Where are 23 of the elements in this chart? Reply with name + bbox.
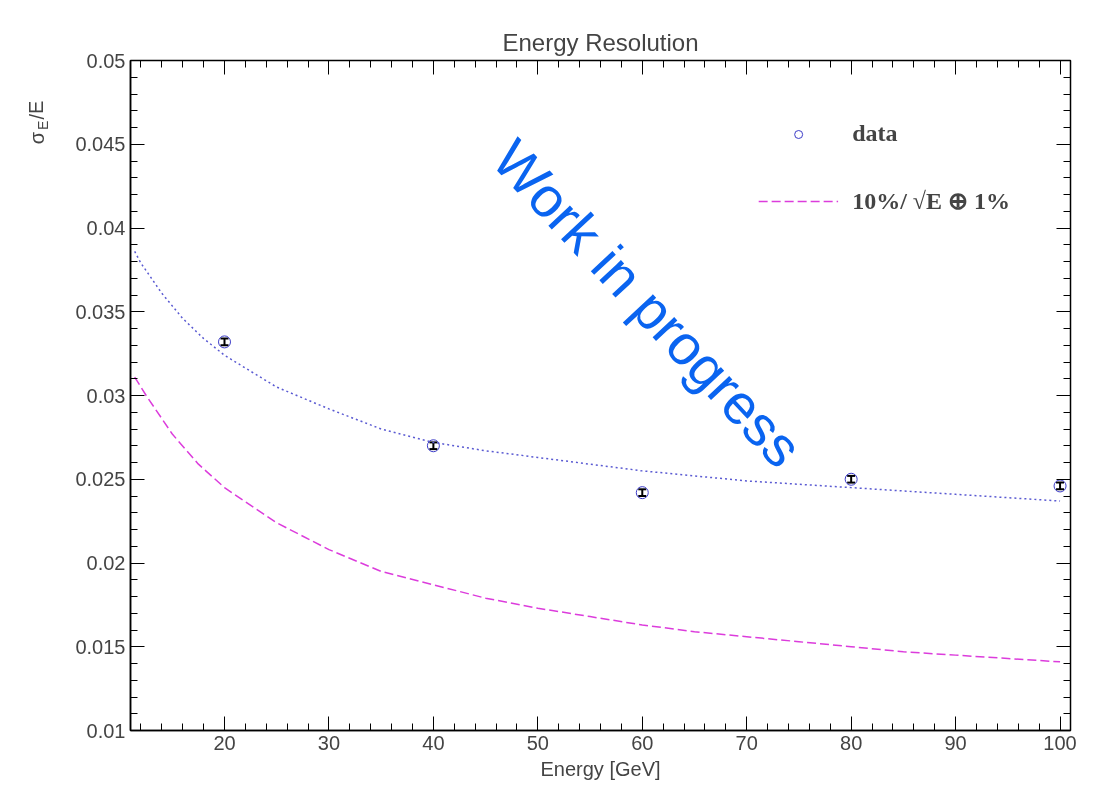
y-tick-label: 0.03: [86, 384, 126, 407]
chart-title: Energy Resolution: [502, 28, 699, 56]
y-tick-label: 0.04: [86, 217, 126, 239]
x-tick-label: 30: [317, 731, 341, 754]
y-tick-label: 0.05: [86, 49, 126, 72]
x-tick-label: 60: [631, 731, 654, 754]
y-tick-label: 0.025: [75, 468, 126, 491]
y-axis-title: σE/E: [25, 100, 51, 145]
x-tick-label: 80: [840, 731, 863, 754]
y-tick-label: 0.02: [86, 552, 126, 574]
legend-label: data: [852, 120, 898, 147]
y-tick-label: 0.015: [75, 635, 126, 658]
x-tick-label: 100: [1043, 731, 1077, 754]
y-tick-label: 0.045: [75, 133, 126, 156]
y-tick-label: 0.01: [86, 719, 126, 742]
x-tick-label: 70: [735, 731, 758, 754]
x-tick-label: 50: [526, 731, 549, 754]
y-tick-label: 0.035: [75, 300, 126, 323]
x-tick-label: 90: [944, 731, 967, 754]
x-tick-label: 40: [422, 731, 445, 754]
x-tick-label: 20: [213, 731, 236, 754]
legend-label: 10%/ √E ⊕ 1%: [852, 187, 1010, 215]
x-axis-title: Energy [GeV]: [540, 757, 661, 780]
